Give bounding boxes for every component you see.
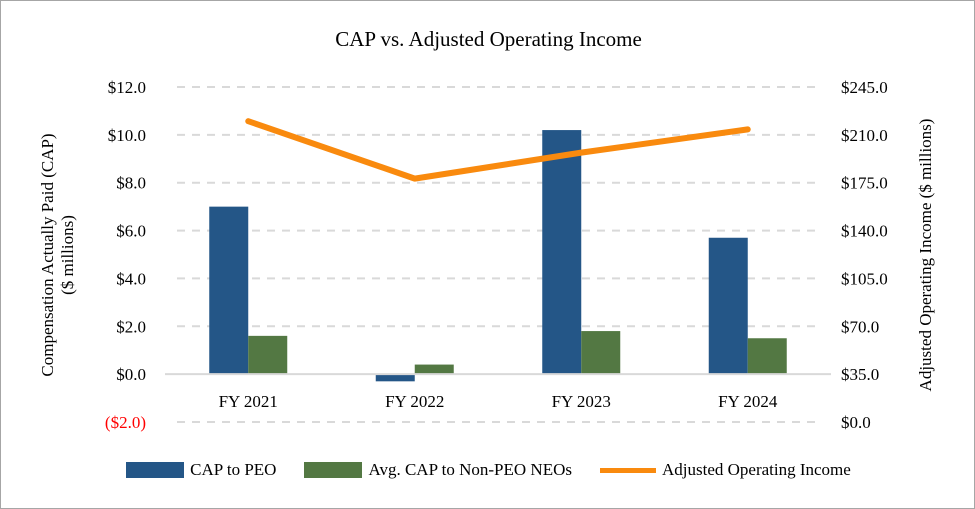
legend-label: CAP to PEO — [190, 460, 277, 479]
y2-tick-label: $175.0 — [841, 174, 888, 193]
legend-label: Adjusted Operating Income — [661, 460, 851, 479]
legend-item-cap-non-peo: Avg. CAP to Non-PEO NEOs — [304, 460, 572, 480]
bar-cap-peo — [542, 130, 582, 375]
y-tick-label: $2.0 — [116, 317, 146, 336]
y2-tick-label: $245.0 — [841, 78, 888, 97]
x-tick-label: FY 2021 — [219, 392, 278, 411]
bar-cap-non-peo — [248, 335, 288, 375]
y-tick-label: $8.0 — [116, 174, 146, 193]
legend-item-cap-peo: CAP to PEO — [126, 460, 276, 480]
y2-tick-label: $35.0 — [841, 365, 879, 384]
y2-tick-label: $70.0 — [841, 317, 879, 336]
y-axis-title: Compensation Actually Paid (CAP) — [38, 133, 57, 376]
line-adjusted-operating-income — [245, 118, 751, 182]
y2-tick-label: $0.0 — [841, 413, 871, 432]
legend-swatch-adj-op-income — [599, 467, 656, 473]
y2-tick-label: $105.0 — [841, 269, 888, 288]
x-tick-label: FY 2024 — [718, 392, 778, 411]
y2-axis-title: Adjusted Operating Income ($ millions) — [916, 119, 935, 392]
legend: CAP to PEO Avg. CAP to Non-PEO NEOs Adju… — [1, 460, 974, 480]
y-tick-label: ($2.0) — [105, 413, 146, 432]
bar-cap-non-peo — [581, 331, 621, 375]
bar-cap-peo — [209, 206, 249, 375]
legend-label: Avg. CAP to Non-PEO NEOs — [368, 460, 572, 479]
y-tick-label: $4.0 — [116, 269, 146, 288]
chart-title: CAP vs. Adjusted Operating Income — [335, 27, 642, 51]
legend-swatch-cap-non-peo — [304, 462, 363, 478]
bar-cap-non-peo — [414, 364, 454, 375]
x-tick-label: FY 2023 — [552, 392, 611, 411]
y-axis-title-line2: ($ millions) — [58, 215, 77, 295]
y-tick-label: $6.0 — [116, 222, 146, 241]
legend-swatch-cap-peo — [126, 462, 185, 478]
bar-cap-peo — [375, 374, 415, 382]
y2-tick-label: $140.0 — [841, 222, 888, 241]
bar-cap-non-peo — [747, 338, 787, 375]
y-tick-label: $12.0 — [108, 78, 146, 97]
legend-item-adj-op-income: Adjusted Operating Income — [599, 460, 851, 480]
y-tick-label: $10.0 — [108, 126, 146, 145]
y2-tick-label: $210.0 — [841, 126, 888, 145]
bar-cap-peo — [708, 237, 748, 375]
y-tick-label: $0.0 — [116, 365, 146, 384]
x-tick-label: FY 2022 — [385, 392, 444, 411]
